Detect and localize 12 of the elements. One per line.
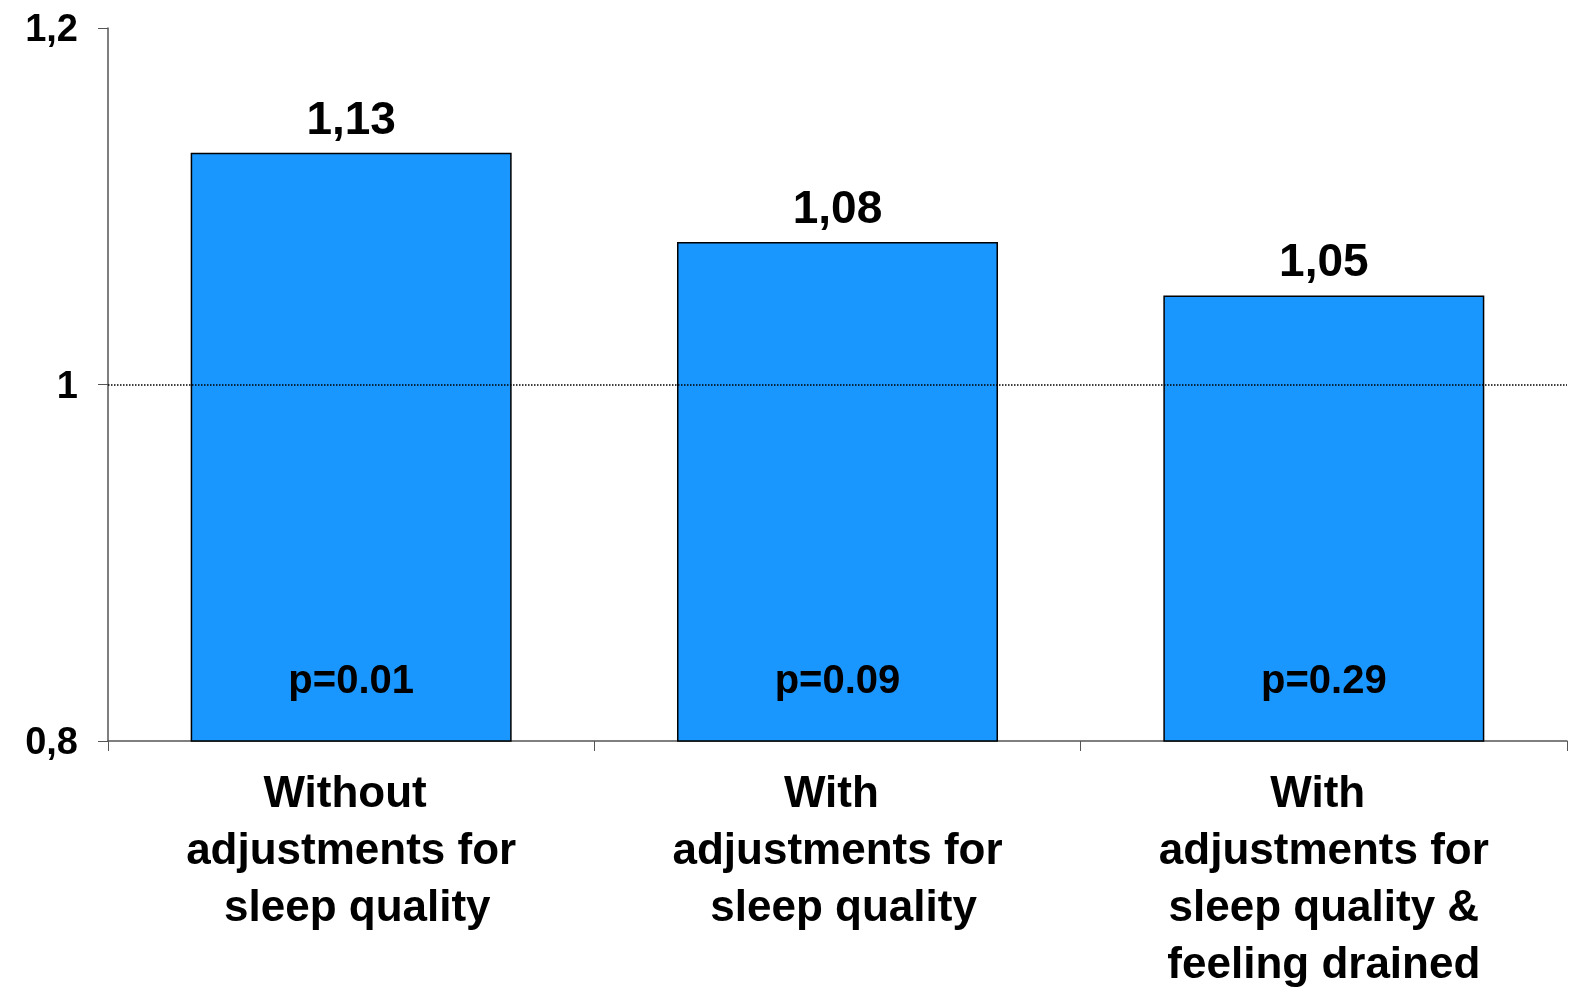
- y-tick-label: 0,8: [25, 720, 78, 762]
- data-label: 1,08: [792, 180, 883, 233]
- annotation: p=0.01: [288, 657, 414, 701]
- x-tick-label: With adjustments for sleep quality: [672, 767, 1003, 930]
- data-label: 1,05: [1279, 234, 1369, 287]
- x-tick-label: Without adjustments for sleep quality: [186, 767, 517, 930]
- x-tick-label: With adjustments for sleep quality & feeling drained: [1156, 767, 1492, 987]
- annotation: p=0.09: [774, 657, 901, 701]
- annotation: p=0.29: [1261, 657, 1387, 701]
- y-tick-label: 1: [56, 363, 78, 406]
- y-tick-label: 1,2: [25, 7, 78, 49]
- data-label: 1,13: [306, 91, 396, 144]
